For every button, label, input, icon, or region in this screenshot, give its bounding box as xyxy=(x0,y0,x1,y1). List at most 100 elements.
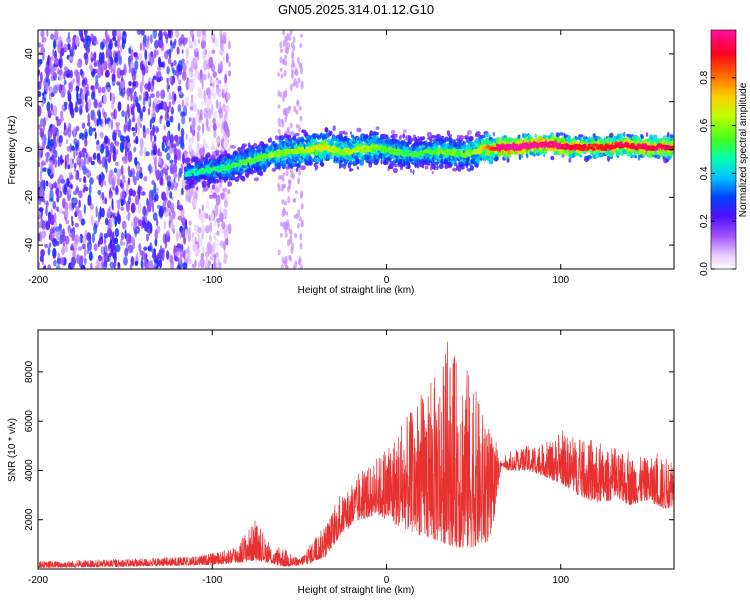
heatmap-cell xyxy=(72,35,76,47)
heatmap-cell xyxy=(111,198,114,209)
heatmap-cell xyxy=(109,261,115,269)
heatmap-cell xyxy=(619,133,624,138)
heatmap-cell xyxy=(151,248,156,254)
heatmap-cell xyxy=(181,229,185,238)
heatmap-cell xyxy=(66,36,71,44)
heatmap-cell xyxy=(138,243,142,252)
heatmap-cell xyxy=(73,162,77,169)
heatmap-cell xyxy=(211,49,216,54)
heatmap-cell xyxy=(75,35,80,47)
heatmap-cell xyxy=(88,156,93,163)
heatmap-cell xyxy=(166,200,172,209)
heatmap-cell xyxy=(145,151,150,157)
heatmap-cell xyxy=(168,220,171,229)
heatmap-cell xyxy=(48,242,52,248)
heatmap-cell xyxy=(138,108,144,115)
heatmap-cell xyxy=(153,182,157,194)
heatmap-cell xyxy=(299,42,303,49)
heatmap-cell xyxy=(82,235,88,244)
heatmap-cell xyxy=(53,212,57,223)
heatmap-cell xyxy=(181,187,184,196)
heatmap-cell xyxy=(199,237,203,248)
heatmap-cell xyxy=(117,176,120,186)
heatmap-cell xyxy=(463,144,467,148)
heatmap-cell xyxy=(125,214,130,219)
heatmap-cell xyxy=(42,167,48,172)
heatmap-cell xyxy=(279,232,283,238)
heatmap-cell xyxy=(153,49,157,59)
heatmap-cell xyxy=(121,241,126,246)
heatmap-cell xyxy=(88,126,93,137)
heatmap-cell xyxy=(144,49,148,61)
heatmap-cell xyxy=(207,183,211,188)
heatmap-cell xyxy=(103,233,109,239)
heatmap-cell xyxy=(215,150,220,154)
heatmap-cell xyxy=(222,187,227,193)
heatmap-cell xyxy=(134,55,139,60)
heatmap-cell xyxy=(456,134,459,139)
heatmap-cell xyxy=(41,37,45,44)
heatmap-cell xyxy=(118,32,123,38)
heatmap-cell xyxy=(91,161,95,166)
heatmap-cell xyxy=(116,38,120,50)
heatmap-cell xyxy=(75,185,80,195)
heatmap-cell xyxy=(95,39,99,45)
heatmap-cell xyxy=(433,166,436,170)
heatmap-cell xyxy=(38,42,42,48)
heatmap-cell xyxy=(58,209,63,214)
heatmap-cell xyxy=(173,134,179,142)
heatmap-cell xyxy=(81,153,86,158)
heatmap-cell xyxy=(114,57,117,63)
heatmap-cell xyxy=(93,243,98,252)
heatmap-cell xyxy=(121,220,127,230)
heatmap-cell xyxy=(38,207,44,213)
heatmap-cell xyxy=(160,89,166,99)
heatmap-cell xyxy=(147,35,150,43)
heatmap-cell xyxy=(178,256,183,264)
heatmap-cell xyxy=(128,195,131,205)
heatmap-cell xyxy=(177,103,182,113)
heatmap-cell xyxy=(75,125,80,132)
heatmap-cell xyxy=(199,257,205,269)
heatmap-cell xyxy=(132,131,136,137)
heatmap-cell xyxy=(43,264,47,269)
heatmap-cell xyxy=(115,122,120,127)
heatmap-cell xyxy=(185,60,189,64)
heatmap-cell xyxy=(160,115,163,120)
heatmap-cell xyxy=(164,112,170,122)
heatmap-cell xyxy=(340,143,344,148)
heatmap-cell xyxy=(108,193,112,200)
heatmap-cell xyxy=(282,30,286,36)
heatmap-cell xyxy=(226,92,231,100)
heatmap-cell xyxy=(147,81,151,92)
heatmap-cell xyxy=(103,93,107,105)
heatmap-cell xyxy=(180,127,185,138)
heatmap-cell xyxy=(166,250,170,260)
heatmap-cell xyxy=(292,198,296,203)
heatmap-cell xyxy=(176,148,182,161)
heatmap-cell xyxy=(210,256,215,261)
heatmap-cell xyxy=(507,137,513,141)
heatmap-cell xyxy=(159,176,164,186)
heatmap-cell xyxy=(289,255,292,263)
heatmap-cell xyxy=(223,208,228,218)
heatmap-cell xyxy=(492,131,495,137)
heatmap-cell xyxy=(198,208,201,214)
heatmap-cell xyxy=(201,204,204,212)
heatmap-cell xyxy=(131,127,136,132)
heatmap-cell xyxy=(166,229,170,237)
heatmap-cell xyxy=(218,93,222,98)
heatmap-cell xyxy=(222,36,226,45)
heatmap-cell xyxy=(350,134,355,138)
heatmap-cell xyxy=(84,128,88,140)
heatmap-cell xyxy=(201,30,206,36)
heatmap-cell xyxy=(49,214,55,226)
heatmap-cell xyxy=(289,83,293,92)
heatmap-cell xyxy=(158,208,162,218)
heatmap-cell xyxy=(203,107,208,119)
heatmap-cell xyxy=(38,221,41,229)
heatmap-cell xyxy=(40,30,45,38)
heatmap-cell xyxy=(187,231,191,243)
heatmap-cell xyxy=(195,251,199,258)
